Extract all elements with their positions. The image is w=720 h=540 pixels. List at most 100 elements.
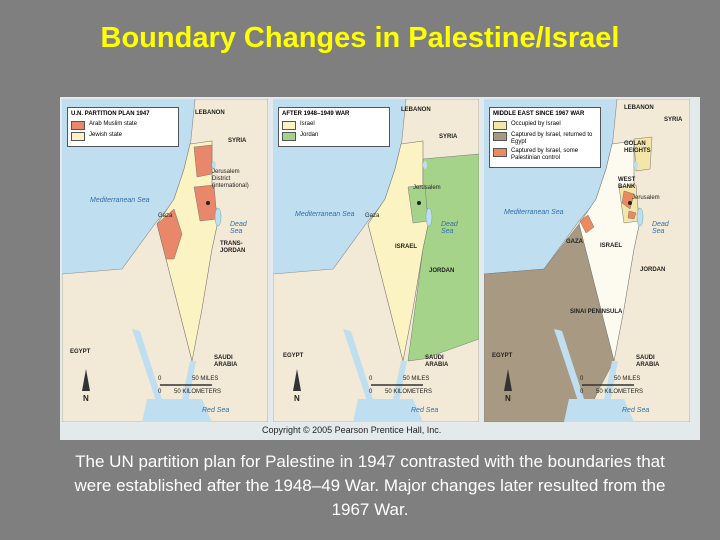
region — [579, 214, 595, 234]
scale-label: 50 MILES — [614, 376, 641, 382]
map-label: SAUDI ARABIA — [214, 355, 238, 368]
map-label: Red Sea — [622, 407, 650, 414]
legend-item: Jewish state — [71, 132, 175, 141]
map-label: Dead Sea — [230, 221, 247, 235]
scale-label: 50 MILES — [403, 376, 430, 382]
map-label: EGYPT — [283, 353, 304, 359]
map-label: Mediterranean Sea — [90, 197, 150, 204]
copyright: Copyright © 2005 Pearson Prentice Hall, … — [262, 425, 442, 435]
legend-item: Captured by Israel, returned to Egypt — [493, 132, 597, 146]
gulf — [564, 399, 634, 422]
map-label: SAUDI ARABIA — [425, 355, 449, 368]
legend-label: Jordan — [300, 132, 319, 138]
map-label: SAUDI ARABIA — [636, 355, 660, 368]
sea-of-galilee — [423, 161, 427, 169]
scale-label: 50 MILES — [192, 376, 219, 382]
legend: U.N. PARTITION PLAN 1947 Arab Muslim stat… — [67, 107, 179, 147]
map-label: Gaza — [365, 213, 380, 219]
caption: The UN partition plan for Palestine in 1… — [74, 452, 666, 519]
map-label: ISRAEL — [395, 244, 418, 250]
scale-label: 0 — [158, 389, 162, 395]
map-label: Mediterranean Sea — [295, 211, 355, 218]
map-label: ISRAEL — [600, 243, 623, 249]
legend-heading: MIDDLE EAST SINCE 1967 WAR — [493, 111, 585, 117]
legend-label: Jewish state — [89, 132, 123, 138]
map-label: JORDAN — [429, 268, 455, 274]
map: AFTER 1948–1949 WAR Israel Jordan LEBANON SY… — [273, 99, 479, 422]
legend-heading: U.N. PARTITION PLAN 1947 — [71, 111, 150, 117]
map: MIDDLE EAST SINCE 1967 WAR Occupied by Is… — [484, 99, 690, 422]
map-label: GOLAN HEIGHTS — [624, 141, 651, 154]
scale-label: 0 — [580, 389, 584, 395]
legend-swatch — [71, 121, 85, 130]
legend-label: Arab Muslim state — [89, 121, 138, 127]
region — [193, 144, 213, 178]
legend-heading: AFTER 1948–1949 WAR — [282, 111, 350, 117]
legend-swatch — [71, 132, 85, 141]
legend-swatch — [282, 121, 296, 130]
north-arrow — [82, 369, 90, 391]
legend-label: Occupied by Israel — [511, 121, 561, 127]
map-label: LEBANON — [624, 105, 654, 111]
legend-item: Jordan — [282, 132, 386, 141]
north-label: N — [294, 394, 300, 403]
dead-sea — [425, 207, 433, 227]
region — [627, 210, 637, 220]
legend-label: Captured by Israel, returned to Egypt — [511, 132, 593, 145]
city-dot — [417, 201, 421, 205]
map-label: EGYPT — [70, 349, 91, 355]
map-label: Jerusalem — [632, 195, 660, 201]
map-label: Dead Sea — [652, 221, 669, 235]
map-label: SYRIA — [439, 134, 458, 140]
gulf — [142, 399, 212, 422]
north-label: N — [505, 394, 511, 403]
dead-sea — [636, 207, 644, 227]
legend: MIDDLE EAST SINCE 1967 WAR Occupied by Is… — [489, 107, 601, 168]
north-label: N — [83, 394, 89, 403]
city-dot — [628, 201, 632, 205]
scale-label: 0 — [369, 376, 373, 382]
map-drawing — [273, 99, 479, 422]
map-label: Jerusalem — [413, 185, 441, 191]
region — [484, 223, 615, 422]
legend-item: Captured by Israel, some Palestinian con… — [493, 148, 597, 162]
scale-label: 50 KILOMETERS — [596, 389, 644, 395]
legend-swatch — [493, 121, 507, 130]
map-label: LEBANON — [401, 107, 431, 113]
map-panel: Copyright © 2005 Pearson Prentice Hall, … — [60, 97, 700, 440]
map-label: Jerusalem District (international) — [212, 169, 249, 189]
gulf — [554, 329, 584, 404]
map: U.N. PARTITION PLAN 1947 Arab Muslim stat… — [62, 99, 268, 422]
sea-of-galilee — [634, 161, 638, 169]
scale-label: 50 KILOMETERS — [174, 389, 222, 395]
map-drawing — [62, 99, 268, 422]
region — [633, 136, 653, 172]
gulf — [343, 329, 373, 404]
legend-label: Captured by Israel, some Palestinian con… — [511, 148, 579, 161]
legend-swatch — [493, 132, 507, 141]
map-label: SINAI PENINSULA — [570, 309, 623, 315]
dead-sea — [214, 207, 222, 227]
gulf — [353, 399, 423, 422]
map-label: Dead Sea — [441, 221, 458, 235]
scale-label: 50 KILOMETERS — [385, 389, 433, 395]
legend: AFTER 1948–1949 WAR Israel Jordan — [278, 107, 390, 147]
sea-of-galilee — [212, 161, 216, 169]
north-arrow — [504, 369, 512, 391]
scale-label: 0 — [158, 376, 162, 382]
region — [156, 208, 183, 260]
gulf — [132, 329, 162, 404]
scale-label: 0 — [369, 389, 373, 395]
city-dot — [206, 201, 210, 205]
legend-item: Israel — [282, 121, 386, 130]
map-label: TRANS-JORDAN — [220, 241, 246, 254]
scale-label: 0 — [580, 376, 584, 382]
map-label: GAZA — [566, 239, 583, 245]
map-label: Gaza — [158, 213, 173, 219]
map-label: LEBANON — [195, 110, 225, 116]
legend-item: Occupied by Israel — [493, 121, 597, 130]
legend-swatch — [282, 132, 296, 141]
map-label: Red Sea — [411, 407, 439, 414]
map-label: WEST BANK — [618, 177, 636, 190]
